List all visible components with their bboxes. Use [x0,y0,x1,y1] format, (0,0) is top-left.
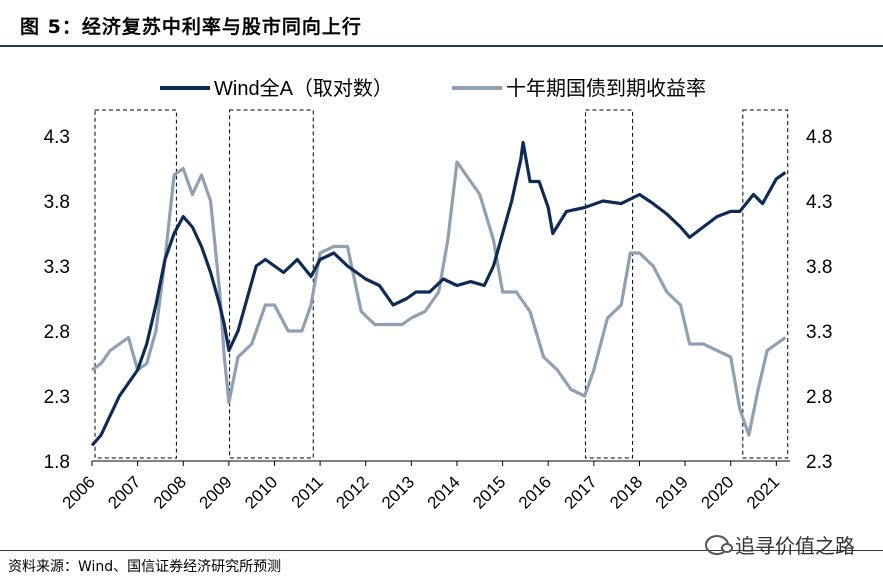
title-divider [0,45,883,47]
y-left-tick-label: 3.8 [44,192,70,213]
footer-divider [0,550,883,551]
x-tick-label: 2013 [378,472,418,512]
series-lines [90,140,787,447]
x-tick-label: 2007 [104,472,144,512]
x-tick-label: 2012 [332,472,372,512]
page-title: 图 5：经济复苏中利率与股市同向上行 [20,16,362,38]
y-left-tick-label: 4.3 [44,127,70,148]
x-tick-label: 2016 [515,472,555,512]
chart-axes: 2006 2007 2008 2009 2010 2011 2012 2013 2014 2015… [44,127,833,513]
x-tick-label: 2015 [469,472,509,512]
x-tick-label: 2018 [606,472,646,512]
highlight-box [229,109,314,459]
x-tick-label: 2006 [59,472,99,512]
y-right-tick-label: 2.3 [806,452,832,473]
y-right-tick-label: 3.8 [806,257,832,278]
line-chart: Wind全A（取对数） 十年期国债到期收益率 2006 2007 2008 2009 20… [44,77,833,513]
highlight-boxes [94,109,789,459]
series-line-1 [91,160,787,437]
y-right-tick-label: 3.3 [806,322,832,343]
legend-label-wind: Wind全A（取对数） [214,77,393,100]
series-line-0 [90,140,787,447]
y-right-tick-label: 4.8 [806,127,832,148]
x-tick-label: 2014 [424,472,464,512]
x-tick-label: 2011 [288,472,327,511]
x-tick-label: 2017 [560,472,600,512]
x-tick-label: 2010 [241,472,281,512]
highlight-box [94,109,177,459]
x-tick-label: 2008 [150,472,190,512]
x-tick-label: 2021 [743,472,783,512]
x-tick-label: 2019 [652,472,692,512]
y-right-tick-label: 4.3 [806,192,832,213]
watermark-text: 追寻价值之路 [735,534,855,558]
source-note: 资料来源：Wind、国信证券经济研究所预测 [8,559,282,575]
x-tick-label: 2020 [697,472,737,512]
y-left-tick-label: 3.3 [44,257,70,278]
legend-label-bond: 十年期国债到期收益率 [506,77,706,100]
y-left-tick-label: 2.3 [44,387,70,408]
wechat-icon [705,534,733,555]
y-left-tick-label: 1.8 [44,452,70,473]
y-left-tick-label: 2.8 [44,322,70,343]
highlight-box [742,109,789,459]
chart-legend: Wind全A（取对数） 十年期国债到期收益率 [160,77,706,100]
y-right-tick-label: 2.8 [806,387,832,408]
highlight-box [584,109,634,459]
x-tick-label: 2009 [196,472,236,512]
title-bar: 图 5：经济复苏中利率与股市同向上行 [0,0,883,47]
watermark: 追寻价值之路 [705,530,855,559]
